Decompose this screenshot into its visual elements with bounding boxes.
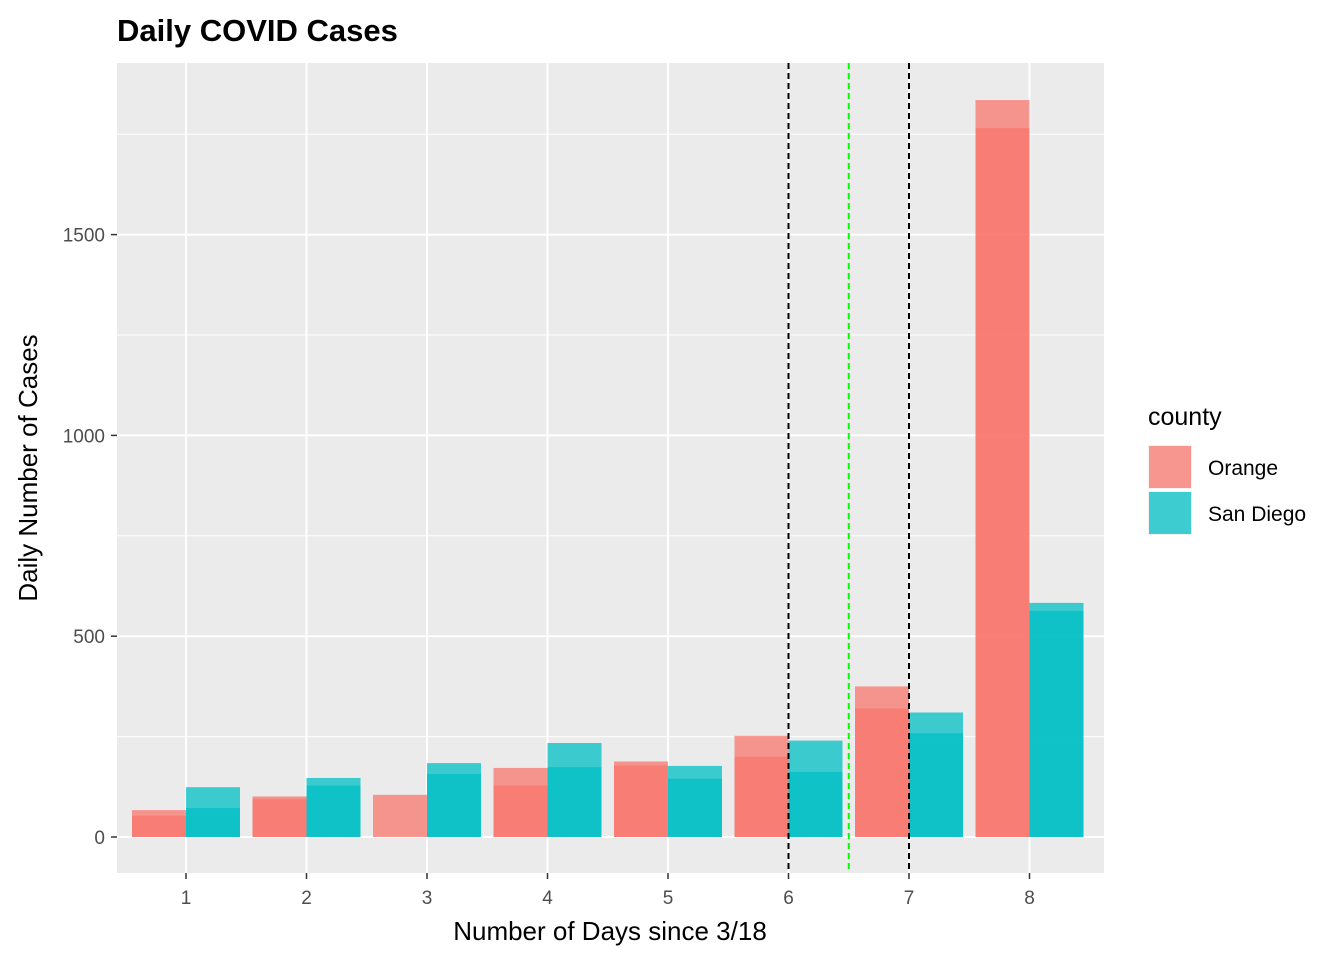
x-axis: 1 2 3 4 5 6 7 8 xyxy=(181,873,1035,909)
y-tick-label: 0 xyxy=(94,828,105,849)
bar-overlay-san-diego xyxy=(668,778,722,837)
legend-label: Orange xyxy=(1208,457,1278,480)
bar-overlay-orange xyxy=(132,815,186,837)
bar-overlay-orange xyxy=(975,128,1030,837)
x-tick-label: 6 xyxy=(783,888,794,909)
legend: county Orange San Diego xyxy=(1148,403,1306,535)
bar-overlay-orange xyxy=(493,785,548,837)
bar-overlay-san-diego xyxy=(306,785,361,837)
legend-title: county xyxy=(1148,403,1222,431)
y-axis: 0 500 1000 1500 xyxy=(63,226,117,849)
bar-overlay-san-diego xyxy=(427,773,481,837)
bars xyxy=(132,100,1084,837)
y-tick-label: 1500 xyxy=(63,226,105,247)
bar-overlay-san-diego xyxy=(788,771,843,837)
y-axis-title: Daily Number of Cases xyxy=(13,334,43,601)
x-tick-label: 7 xyxy=(904,888,915,909)
bar-overlay-orange xyxy=(855,708,909,837)
x-tick-label: 3 xyxy=(422,888,433,909)
y-tick-label: 500 xyxy=(73,627,105,648)
bar-overlay-san-diego xyxy=(547,767,602,837)
bar-overlay-san-diego xyxy=(1029,610,1084,837)
x-axis-title: Number of Days since 3/18 xyxy=(453,916,767,946)
x-tick-label: 1 xyxy=(181,888,192,909)
x-tick-label: 5 xyxy=(663,888,674,909)
bar-overlay-orange xyxy=(252,798,307,837)
bar-overlay-orange xyxy=(614,765,668,837)
bar-orange xyxy=(373,794,427,837)
bar-overlay-san-diego xyxy=(186,808,240,837)
reference-lines xyxy=(787,63,910,873)
legend-key-orange xyxy=(1149,446,1191,488)
x-tick-label: 4 xyxy=(542,888,553,909)
bar-overlay-san-diego xyxy=(909,733,963,837)
bar-overlay-orange xyxy=(734,756,789,837)
chart-title: Daily COVID Cases xyxy=(117,13,398,48)
legend-key-san-diego xyxy=(1149,492,1191,534)
y-tick-label: 1000 xyxy=(63,426,105,447)
x-tick-label: 2 xyxy=(301,888,312,909)
legend-label: San Diego xyxy=(1208,503,1306,526)
x-tick-label: 8 xyxy=(1024,888,1035,909)
